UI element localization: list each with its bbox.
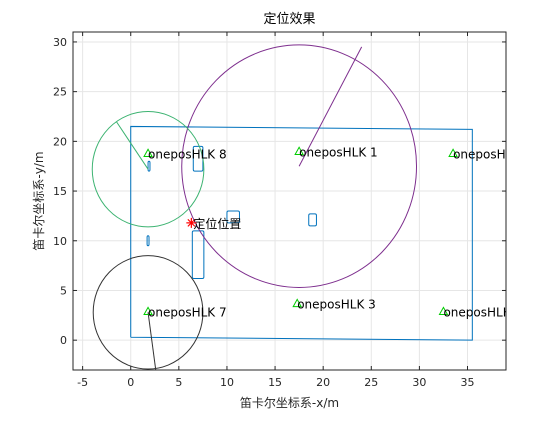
obstacle [147, 160, 151, 172]
position-marker-d2 [187, 218, 196, 227]
anchor-marker [448, 148, 458, 157]
anchor-marker [292, 298, 303, 308]
range-circle [91, 111, 205, 228]
anchor-marker [143, 148, 153, 157]
anchor-marker [143, 306, 153, 316]
x-tick-label: 0 [127, 376, 134, 389]
axes-box [72, 31, 507, 371]
x-tick-label: 30 [412, 376, 426, 389]
position-label: 定位位置 [193, 216, 241, 231]
anchor-label: oneposHLK 7 [148, 305, 227, 319]
x-tick-label: 5 [175, 376, 182, 389]
x-tick-label: 35 [461, 376, 475, 389]
anchor-label: oneposHLK 5 [443, 305, 522, 319]
y-tick-label: 30 [53, 36, 67, 49]
range-radius-line [115, 121, 149, 170]
anchor-label: oneposHLK 1 [299, 145, 378, 159]
y-tick-label: 15 [53, 185, 67, 198]
x-tick-label: 20 [316, 376, 330, 389]
x-tick-label: -5 [77, 376, 88, 389]
anchor-label: oneposHLK 2 [453, 147, 532, 161]
anchor-marker [438, 306, 449, 316]
anchor-marker [294, 146, 304, 155]
ticks: -5 0 5 10 15 20 25 30 35 0 5 10 15 20 25 30 [53, 32, 506, 389]
obstacle [191, 230, 205, 280]
range-radius-line [147, 312, 157, 370]
room-outline [130, 125, 473, 341]
y-tick-label: 20 [53, 135, 67, 148]
obstacle [308, 213, 317, 227]
x-tick-label: 15 [268, 376, 282, 389]
anchor-label: oneposHLK 3 [297, 297, 376, 311]
x-tick-label: 25 [364, 376, 378, 389]
range-circle [181, 44, 418, 288]
axes-background [73, 32, 506, 370]
plot-area: oneposHLK 1 oneposHLK 2 oneposHLK 3 oneposH… [91, 44, 532, 370]
range-radius-line [298, 46, 363, 167]
x-axis-label: 笛卡尔坐标系-x/m [240, 395, 339, 410]
obstacle [226, 210, 240, 224]
grid [73, 32, 506, 370]
y-tick-label: 0 [60, 334, 67, 347]
y-axis-label: 笛卡尔坐标系-y/m [31, 151, 46, 250]
y-tick-label: 25 [53, 86, 67, 99]
chart-title: 定位效果 [263, 12, 315, 27]
position-marker [186, 217, 197, 228]
range-circle [92, 255, 204, 370]
x-tick-label: 10 [220, 376, 234, 389]
anchor-label: oneposHLK 8 [148, 147, 227, 161]
y-tick-label: 5 [60, 284, 67, 297]
obstacle [146, 235, 150, 247]
y-tick-label: 10 [53, 235, 67, 248]
